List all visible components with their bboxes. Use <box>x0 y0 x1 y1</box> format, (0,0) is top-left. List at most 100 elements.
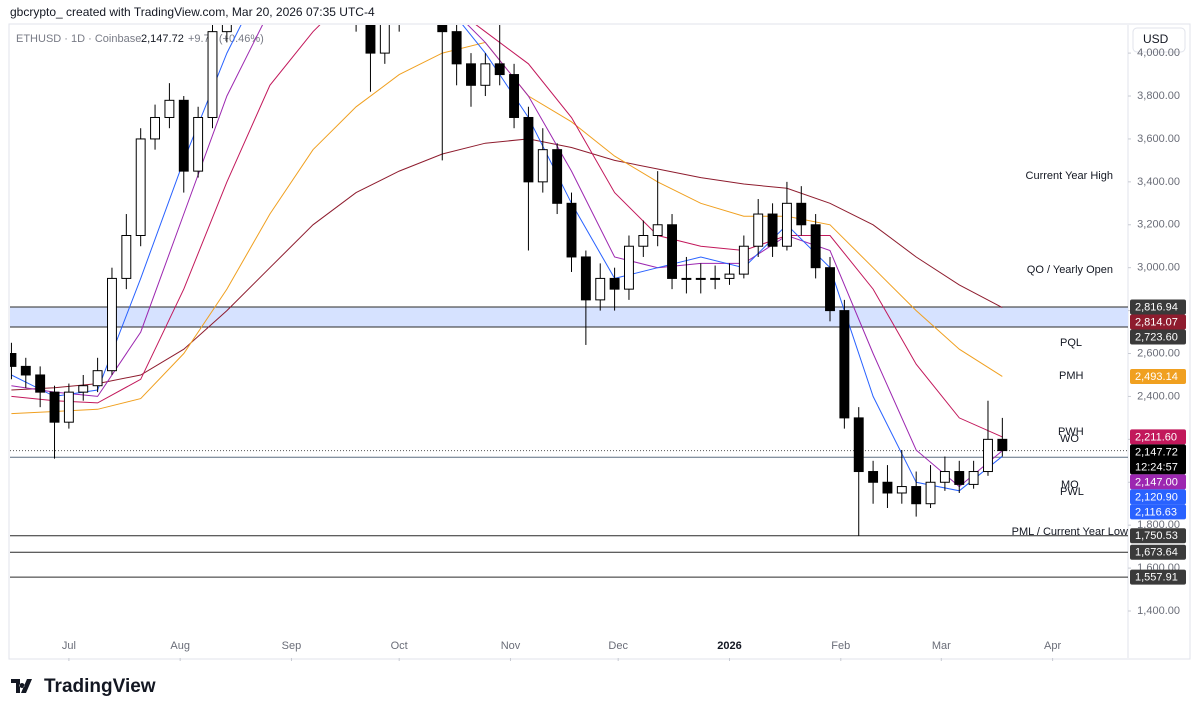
y-tick-label: 4,000.00 <box>1137 47 1180 59</box>
price-tag <box>1130 544 1186 560</box>
candle-body <box>365 25 376 54</box>
attribution: gbcrypto_ created with TradingView.com, … <box>10 5 375 19</box>
candle-body <box>509 74 520 118</box>
price-tag <box>1130 299 1186 315</box>
price-tag-label: 2,147.72 <box>1135 446 1178 458</box>
price-tag-label: 1,750.53 <box>1135 530 1178 542</box>
candle-body <box>667 224 677 279</box>
candle-body <box>652 224 663 236</box>
x-tick-label: Apr <box>1044 640 1061 652</box>
candle-body <box>968 471 979 485</box>
x-tick-label: Aug <box>170 640 190 652</box>
legend-change: +9.74 (+0.46%) <box>188 33 264 45</box>
price-tag <box>1130 314 1186 330</box>
annotation: PQL <box>1060 337 1082 349</box>
y-tick-label: 3,000.00 <box>1137 262 1180 274</box>
y-tick-label: 2,600.00 <box>1137 347 1180 359</box>
price-tag-label: 2,211.60 <box>1135 431 1177 443</box>
countdown: 12:24:57 <box>1135 461 1178 473</box>
price-tag-label: 1,673.64 <box>1135 547 1178 559</box>
chart-frame <box>8 23 1191 660</box>
candle-body <box>595 277 606 301</box>
x-tick-label: Jul <box>62 640 76 652</box>
price-tag <box>1130 329 1186 345</box>
candle-body <box>695 277 706 280</box>
annotation: WO <box>1060 433 1079 445</box>
candle-body <box>738 245 749 275</box>
candle-body <box>781 202 792 247</box>
candle-body <box>35 374 46 393</box>
candle-body <box>494 63 505 76</box>
candle-body <box>566 202 577 258</box>
y-tick-label: 3,200.00 <box>1137 219 1180 231</box>
candle-body <box>839 310 850 419</box>
candle-body <box>20 365 31 376</box>
annotation: QO / Yearly Open <box>1027 264 1113 276</box>
candle-body <box>107 277 117 372</box>
price-tag <box>1130 429 1186 445</box>
annotation: PMH <box>1059 370 1084 382</box>
logo-icon <box>11 679 32 693</box>
candle-body <box>796 202 807 226</box>
candle-body <box>49 391 60 423</box>
candle-body <box>911 486 922 505</box>
candle-body <box>896 486 907 494</box>
candle-body <box>150 116 160 140</box>
candle-body <box>997 438 1008 452</box>
price-tag-label: 1,557.91 <box>1135 572 1178 584</box>
candle-body <box>939 471 950 483</box>
moving-average <box>11 25 1003 488</box>
moving-average <box>11 25 1003 492</box>
candle-body <box>638 234 649 247</box>
price-tag-label: 2,116.63 <box>1135 506 1177 518</box>
zone <box>10 306 1128 327</box>
candle-body <box>121 234 132 279</box>
y-tick-label: 1,800.00 <box>1137 519 1180 531</box>
price-tag <box>1130 504 1186 520</box>
moving-average <box>11 41 1003 415</box>
candle-body <box>78 385 89 393</box>
price-tag-label: 2,816.94 <box>1135 301 1178 313</box>
price-tag-label: 2,814.07 <box>1135 316 1178 328</box>
candle-body <box>451 31 462 65</box>
candle-body <box>537 149 548 183</box>
logo: TradingView <box>11 676 156 697</box>
candle-body <box>710 277 721 280</box>
candle-body <box>767 213 778 247</box>
annotation: PWH <box>1058 426 1084 438</box>
candle-body <box>193 116 204 172</box>
candle-body <box>480 63 491 86</box>
price-tag <box>1130 489 1186 505</box>
currency-button[interactable] <box>1132 27 1186 53</box>
candle-body <box>853 417 864 473</box>
y-tick-label: 3,600.00 <box>1137 133 1180 145</box>
price-tag <box>1130 569 1186 585</box>
price-tag <box>1130 368 1186 384</box>
candle-body <box>681 277 692 280</box>
y-tick-label: 1,400.00 <box>1137 605 1180 617</box>
y-tick-label: 3,800.00 <box>1137 90 1180 102</box>
candle-body <box>624 245 634 290</box>
candle-body <box>395 0 404 21</box>
x-tick-label: Mar <box>932 640 951 652</box>
candle-body <box>466 63 476 86</box>
candle-body <box>825 267 835 312</box>
currency[interactable]: USD <box>1143 32 1169 46</box>
logo-text: TradingView <box>44 676 156 697</box>
candle-body <box>609 277 620 290</box>
price-tag-label: 2,493.14 <box>1135 371 1178 383</box>
candle-body <box>437 25 448 33</box>
x-tick-label: Feb <box>831 640 850 652</box>
candle-body <box>92 370 103 387</box>
candle-body <box>207 31 218 118</box>
y-tick-label: 3,400.00 <box>1137 176 1180 188</box>
candle-body <box>552 149 563 204</box>
price-tag <box>1130 444 1186 475</box>
x-tick-label: 2026 <box>717 640 741 652</box>
candle-body <box>178 99 189 172</box>
candle-body <box>983 438 993 473</box>
x-tick-label: Sep <box>282 640 302 652</box>
candle-body <box>810 224 821 269</box>
